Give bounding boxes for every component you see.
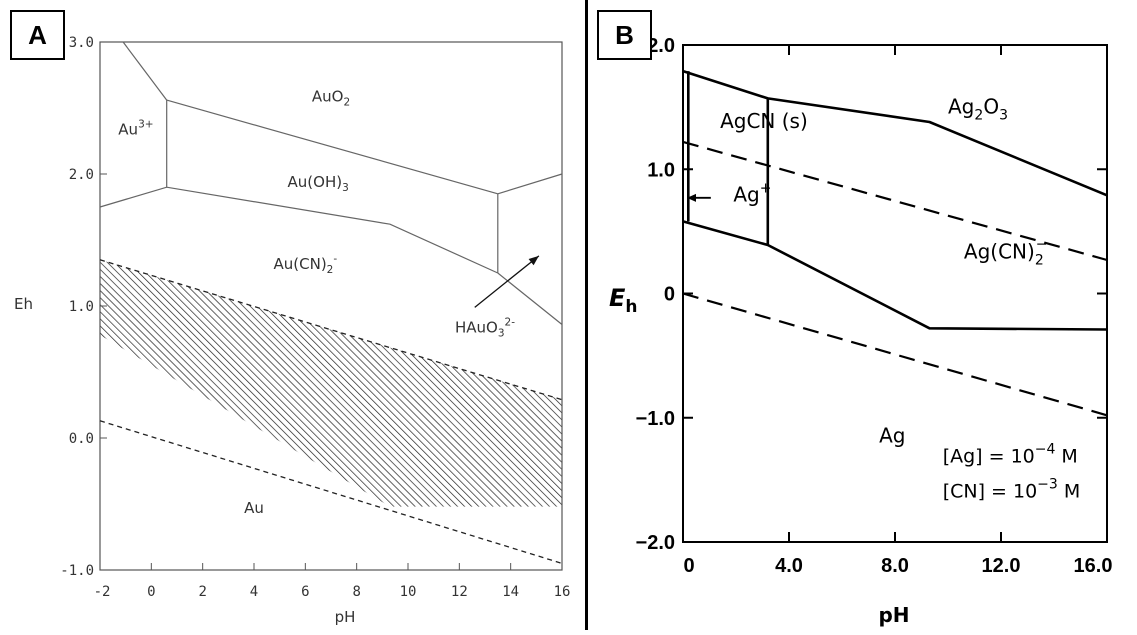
x-tick-label-b: 4.0 [775, 555, 803, 577]
annotation-arrow-a [474, 255, 540, 308]
region-label-b: AgCN (s) [720, 109, 808, 133]
condition-label-b-part: −3 [1037, 476, 1058, 492]
region-label-b-part: Ag [733, 183, 759, 207]
condition-label-b: [CN] = 10−3 M [943, 476, 1081, 502]
boundary-line-a-3 [99, 186, 499, 274]
condition-label-b-part: −4 [1035, 441, 1056, 457]
y-tick-label-a: -1.0 [60, 563, 94, 579]
region-label-b-part: O [983, 94, 999, 118]
region-label-a: AuO2 [312, 87, 350, 108]
region-label-b: Ag(CN)2− [964, 237, 1048, 269]
region-label-b: Ag2O3 [948, 94, 1008, 123]
x-tick-label-a: 4 [250, 584, 258, 600]
y-axis-label-b-part: h [625, 297, 637, 317]
y-tick-label-a: 0.0 [69, 431, 94, 447]
x-tick-label-b: 0 [683, 555, 694, 577]
region-label-b-part: − [1036, 237, 1048, 253]
region-label-a: HAuO32- [455, 316, 515, 339]
x-tick-label-b: 16.0 [1074, 555, 1113, 577]
condition-label-b-part: M [1058, 480, 1080, 502]
region-label-a-part: AuO [312, 87, 344, 105]
panel-b: 0 4.0 8.0 12.0 16.0 −2.0 −1.0 0 1.0 2.0 pH Eh Ag2O3 A… [589, 0, 1137, 630]
region-label-a-part: 3 [498, 327, 505, 339]
region-label-b-part: AgCN (s) [720, 109, 808, 133]
boundary-line-a-5 [497, 173, 563, 195]
region-label-a-part: HAuO [455, 318, 498, 336]
panel-a-label: A [10, 10, 65, 60]
region-label-b: Ag [879, 424, 905, 448]
panel-divider [585, 0, 588, 630]
x-tick-label-b: 8.0 [881, 555, 909, 577]
x-tick-label-a: 16 [554, 584, 571, 600]
y-tick-label-b: 2.0 [647, 35, 675, 57]
region-label-a: Au(CN)2- [274, 253, 338, 276]
x-tick-label-a: 14 [502, 584, 519, 600]
annotation-arrowhead-a [528, 255, 539, 266]
y-tick-label-b: 0 [664, 284, 675, 306]
region-label-a-part: Au(CN) [274, 255, 327, 273]
x-axis-label-b: pH [878, 603, 909, 627]
region-label-a-part: Au [118, 120, 138, 138]
condition-label-b-part: M [1055, 445, 1077, 467]
region-label-a-part: 3 [342, 182, 349, 194]
condition-label-b: [Ag] = 10−4 M [943, 441, 1078, 467]
region-label-b-part: 2 [1035, 253, 1044, 269]
x-tick-label-a: 6 [301, 584, 309, 600]
x-tick-label-a: 8 [352, 584, 360, 600]
region-label-b-part: 3 [999, 107, 1008, 123]
hatched-region [100, 259, 562, 507]
chart-b: 0 4.0 8.0 12.0 16.0−2.0−1.001.02.0pHEhAg2O3A… [609, 35, 1113, 627]
region-label-a: Au(OH)3 [288, 173, 349, 194]
region-label-b-part: + [760, 181, 772, 197]
annotation-arrowhead-b [687, 193, 696, 202]
x-tick-label-a: 12 [451, 584, 468, 600]
chart-a: -2 0 2 4 6 8 10 12 14 16-1.00.01.02.03.0pHEhAuO2A… [14, 35, 571, 626]
region-label-a: Au3+ [118, 118, 153, 138]
boundary-line-b-0 [682, 69, 1108, 197]
condition-label-b-part: [CN] = 10 [943, 480, 1037, 502]
x-tick-label-a: -2 [94, 584, 111, 600]
x-axis-label-a: pH [335, 608, 356, 626]
y-tick-label-b: −2.0 [636, 532, 675, 554]
y-tick-label-b: −1.0 [636, 408, 675, 430]
x-tick-label-b: 12.0 [982, 555, 1021, 577]
region-label-b-part: 2 [974, 107, 983, 123]
region-label-a-part: 2- [505, 316, 516, 328]
condition-label-b-part: [Ag] = 10 [943, 445, 1035, 467]
region-label-a-part: 3+ [138, 118, 153, 130]
region-label-a-part: 2 [343, 96, 350, 108]
x-tick-label-a: 2 [198, 584, 206, 600]
region-label-a-part: Au(OH) [288, 173, 343, 191]
panel-a: -2 0 2 4 6 8 10 12 14 16 -1.0 0.0 1.0 2.0 3.0 pH Eh AuO2 A… [10, 10, 571, 626]
boundary-line-a-6 [497, 272, 563, 325]
region-label-a-part: Au [244, 499, 264, 517]
y-tick-label-a: 3.0 [69, 35, 94, 51]
region-label-b-part: Ag [879, 424, 905, 448]
y-tick-label-b: 1.0 [647, 159, 675, 181]
boundary-line-a-2 [166, 99, 498, 195]
region-label-b: Ag+ [733, 181, 771, 207]
region-label-b-part: Ag [948, 94, 974, 118]
region-label-a-part: - [333, 253, 337, 265]
y-axis-label-b-part: E [609, 284, 626, 312]
region-label-b-part: Ag(CN) [964, 240, 1035, 264]
y-axis-label-b: Eh [609, 284, 638, 317]
x-tick-label-a: 0 [147, 584, 155, 600]
boundary-line-a-0 [122, 41, 168, 101]
boundary-line-b-1 [682, 220, 1108, 331]
y-axis-label-a: Eh [14, 295, 33, 313]
region-label-a-part: 2 [327, 264, 334, 276]
y-tick-label-a: 2.0 [69, 167, 94, 183]
region-label-a: Au [244, 499, 264, 517]
x-tick-label-a: 10 [400, 584, 417, 600]
panel-b-label: B [597, 10, 652, 60]
y-tick-label-a: 1.0 [69, 299, 94, 315]
